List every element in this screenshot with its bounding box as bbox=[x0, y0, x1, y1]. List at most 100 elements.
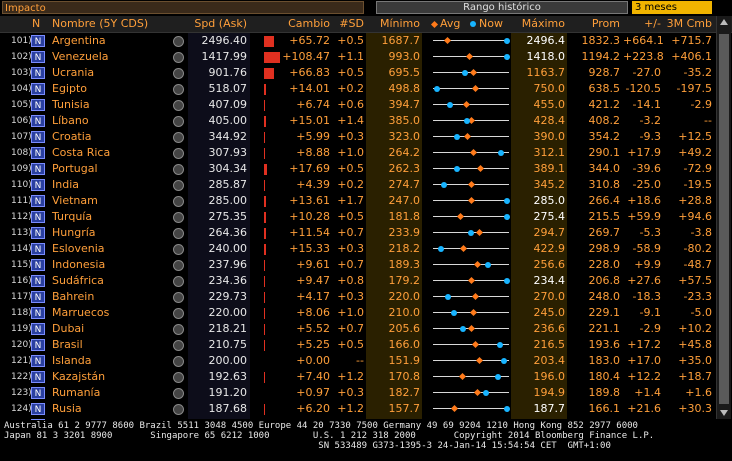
drilldown-icon[interactable] bbox=[173, 340, 184, 351]
col-maximo[interactable]: Máximo bbox=[521, 17, 565, 30]
drilldown-icon[interactable] bbox=[173, 68, 184, 79]
country-name[interactable]: Tunisia bbox=[52, 98, 90, 111]
table-row[interactable]: 122) N Kazajstán 192.63 +7.40 +1.2 170.8 196.0 1… bbox=[0, 369, 732, 385]
country-name[interactable]: India bbox=[52, 178, 79, 191]
news-icon[interactable]: N bbox=[31, 387, 45, 399]
col-pm[interactable]: +/- bbox=[644, 17, 661, 30]
impacto-tab[interactable]: Impacto bbox=[2, 1, 364, 14]
table-row[interactable]: 107) N Croatia 344.92 +5.99 +0.3 323.0 390.0 354… bbox=[0, 129, 732, 145]
drilldown-icon[interactable] bbox=[173, 132, 184, 143]
table-row[interactable]: 103) N Ucrania 901.76 +66.83 +0.5 695.5 1163.7 9… bbox=[0, 65, 732, 81]
table-row[interactable]: 119) N Dubai 218.21 +5.52 +0.7 205.6 236.6 221.1… bbox=[0, 321, 732, 337]
country-name[interactable]: Turquía bbox=[52, 210, 93, 223]
news-icon[interactable]: N bbox=[31, 67, 45, 79]
news-icon[interactable]: N bbox=[31, 323, 45, 335]
col-nombre[interactable]: Nombre (5Y CDS) bbox=[52, 17, 149, 30]
drilldown-icon[interactable] bbox=[173, 212, 184, 223]
drilldown-icon[interactable] bbox=[173, 404, 184, 415]
drilldown-icon[interactable] bbox=[173, 388, 184, 399]
drilldown-icon[interactable] bbox=[173, 116, 184, 127]
country-name[interactable]: Portugal bbox=[52, 162, 98, 175]
news-icon[interactable]: N bbox=[31, 355, 45, 367]
table-row[interactable]: 106) N Líbano 405.00 +15.01 +1.4 385.0 428.4 408… bbox=[0, 113, 732, 129]
country-name[interactable]: Sudáfrica bbox=[52, 274, 104, 287]
country-name[interactable]: Rumanía bbox=[52, 386, 101, 399]
country-name[interactable]: Egipto bbox=[52, 82, 88, 95]
table-row[interactable]: 123) N Rumanía 191.20 +0.97 +0.3 182.7 194.9 189… bbox=[0, 385, 732, 401]
country-name[interactable]: Marruecos bbox=[52, 306, 110, 319]
news-icon[interactable]: N bbox=[31, 275, 45, 287]
drilldown-icon[interactable] bbox=[173, 292, 184, 303]
table-row[interactable]: 112) N Turquía 275.35 +10.28 +0.5 181.8 275.4 21… bbox=[0, 209, 732, 225]
news-icon[interactable]: N bbox=[31, 163, 45, 175]
news-icon[interactable]: N bbox=[31, 147, 45, 159]
table-row[interactable]: 124) N Rusia 187.68 +6.20 +1.2 157.7 187.7 166.1… bbox=[0, 401, 732, 417]
country-name[interactable]: Venezuela bbox=[52, 50, 109, 63]
drilldown-icon[interactable] bbox=[173, 244, 184, 255]
period-dropdown[interactable]: 3 meses bbox=[632, 1, 712, 14]
news-icon[interactable]: N bbox=[31, 339, 45, 351]
news-icon[interactable]: N bbox=[31, 259, 45, 271]
news-icon[interactable]: N bbox=[31, 35, 45, 47]
country-name[interactable]: Croatia bbox=[52, 130, 92, 143]
drilldown-icon[interactable] bbox=[173, 196, 184, 207]
table-row[interactable]: 105) N Tunisia 407.09 +6.74 +0.6 394.7 455.0 421… bbox=[0, 97, 732, 113]
news-icon[interactable]: N bbox=[31, 403, 45, 415]
drilldown-icon[interactable] bbox=[173, 260, 184, 271]
scroll-thumb[interactable] bbox=[719, 34, 729, 404]
news-icon[interactable]: N bbox=[31, 307, 45, 319]
col-prom[interactable]: Prom bbox=[591, 17, 620, 30]
col-3m-cmb[interactable]: 3M Cmb bbox=[666, 17, 712, 30]
scroll-down-icon[interactable] bbox=[720, 410, 728, 416]
drilldown-icon[interactable] bbox=[173, 84, 184, 95]
table-row[interactable]: 120) N Brasil 210.75 +5.25 +0.5 166.0 216.5 193.… bbox=[0, 337, 732, 353]
table-row[interactable]: 113) N Hungría 264.36 +11.54 +0.7 233.9 294.7 26… bbox=[0, 225, 732, 241]
col-cambio[interactable]: Cambio bbox=[288, 17, 330, 30]
table-row[interactable]: 108) N Costa Rica 307.93 +8.88 +1.0 264.2 312.1… bbox=[0, 145, 732, 161]
country-name[interactable]: Vietnam bbox=[52, 194, 98, 207]
news-icon[interactable]: N bbox=[31, 291, 45, 303]
news-icon[interactable]: N bbox=[31, 371, 45, 383]
news-icon[interactable]: N bbox=[31, 243, 45, 255]
vertical-scrollbar[interactable] bbox=[716, 16, 731, 419]
table-row[interactable]: 115) N Indonesia 237.96 +9.61 +0.7 189.3 256.6 2… bbox=[0, 257, 732, 273]
col-n[interactable]: N bbox=[32, 17, 41, 30]
table-row[interactable]: 102) N Venezuela 1417.99 +108.47 +1.1 993.0 141… bbox=[0, 49, 732, 65]
news-icon[interactable]: N bbox=[31, 83, 45, 95]
country-name[interactable]: Ucrania bbox=[52, 66, 95, 79]
table-row[interactable]: 104) N Egipto 518.07 +14.01 +0.2 498.8 750.0 638… bbox=[0, 81, 732, 97]
drilldown-icon[interactable] bbox=[173, 308, 184, 319]
drilldown-icon[interactable] bbox=[173, 356, 184, 367]
news-icon[interactable]: N bbox=[31, 51, 45, 63]
table-row[interactable]: 118) N Marruecos 220.00 +8.06 +1.0 210.0 245.0 2… bbox=[0, 305, 732, 321]
drilldown-icon[interactable] bbox=[173, 324, 184, 335]
drilldown-icon[interactable] bbox=[173, 228, 184, 239]
col-sd[interactable]: #SD bbox=[339, 17, 364, 30]
news-icon[interactable]: N bbox=[31, 115, 45, 127]
drilldown-icon[interactable] bbox=[173, 36, 184, 47]
news-icon[interactable]: N bbox=[31, 179, 45, 191]
country-name[interactable]: Líbano bbox=[52, 114, 89, 127]
table-row[interactable]: 116) N Sudáfrica 234.36 +9.47 +0.8 179.2 234.4 2… bbox=[0, 273, 732, 289]
col-spd[interactable]: Spd (Ask) bbox=[194, 17, 247, 30]
country-name[interactable]: Brasil bbox=[52, 338, 83, 351]
col-minimo[interactable]: Mínimo bbox=[379, 17, 420, 30]
country-name[interactable]: Rusia bbox=[52, 402, 82, 415]
country-name[interactable]: Kazajstán bbox=[52, 370, 106, 383]
news-icon[interactable]: N bbox=[31, 99, 45, 111]
scroll-up-icon[interactable] bbox=[720, 19, 728, 25]
country-name[interactable]: Eslovenia bbox=[52, 242, 105, 255]
drilldown-icon[interactable] bbox=[173, 180, 184, 191]
drilldown-icon[interactable] bbox=[173, 100, 184, 111]
news-icon[interactable]: N bbox=[31, 227, 45, 239]
country-name[interactable]: Argentina bbox=[52, 34, 106, 47]
drilldown-icon[interactable] bbox=[173, 276, 184, 287]
table-row[interactable]: 111) N Vietnam 285.00 +13.61 +1.7 247.0 285.0 26… bbox=[0, 193, 732, 209]
drilldown-icon[interactable] bbox=[173, 164, 184, 175]
country-name[interactable]: Dubai bbox=[52, 322, 85, 335]
drilldown-icon[interactable] bbox=[173, 372, 184, 383]
table-row[interactable]: 110) N India 285.87 +4.39 +0.2 274.7 345.2 310.8… bbox=[0, 177, 732, 193]
country-name[interactable]: Costa Rica bbox=[52, 146, 111, 159]
table-row[interactable]: 121) N Islanda 200.00 +0.00 -- 151.9 203.4 183.0… bbox=[0, 353, 732, 369]
table-row[interactable]: 117) N Bahrein 229.73 +4.17 +0.3 220.0 270.0 248… bbox=[0, 289, 732, 305]
